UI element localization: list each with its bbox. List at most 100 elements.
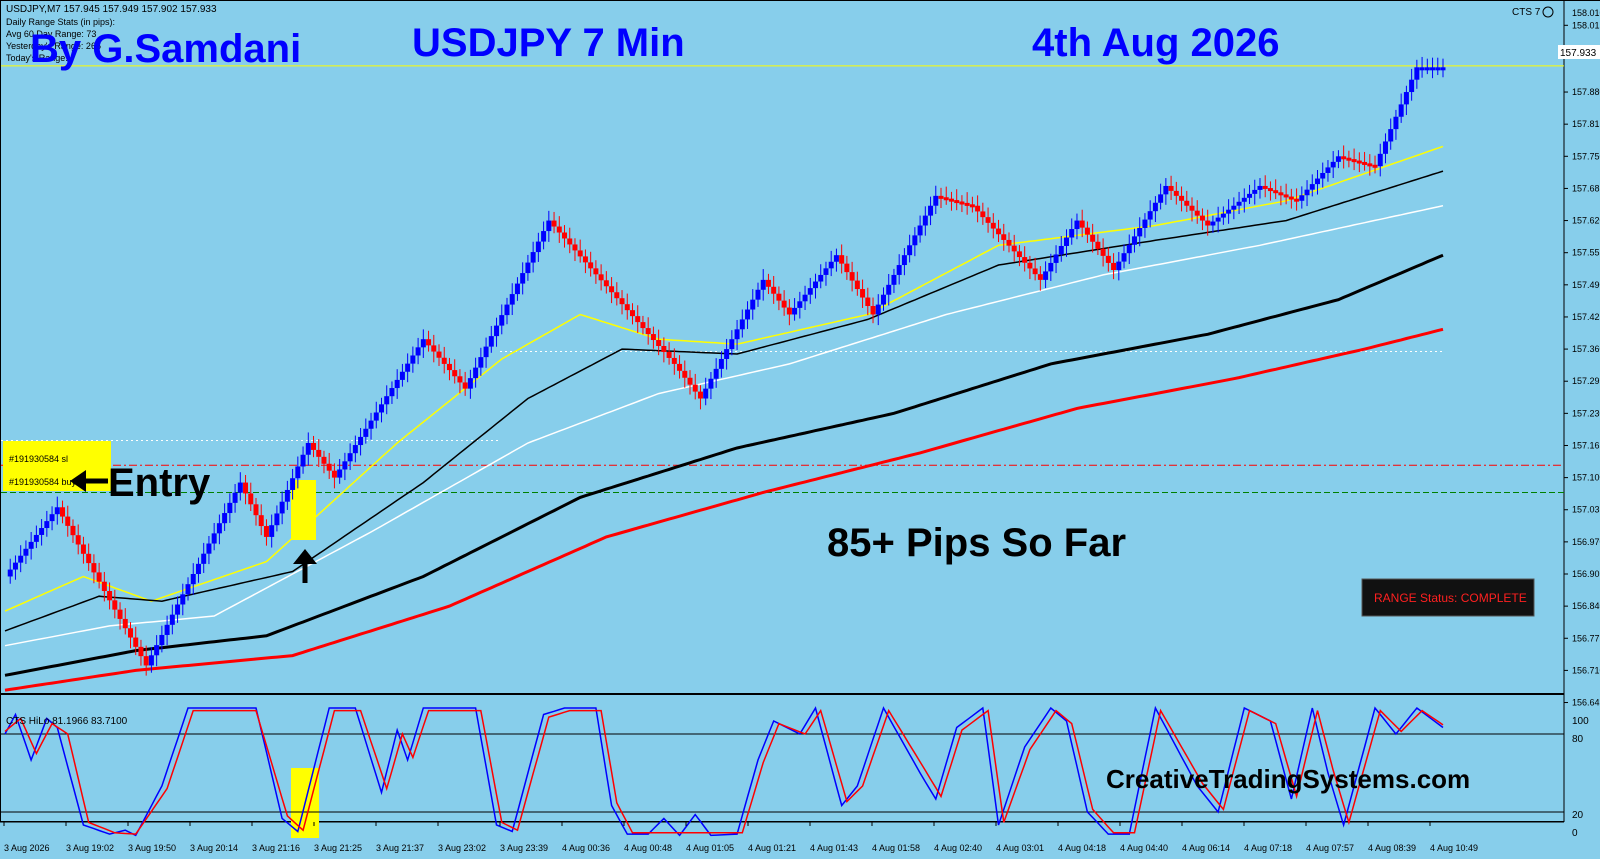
candle-body <box>1278 192 1284 196</box>
candle-body <box>206 543 212 554</box>
candle-body <box>1236 201 1242 206</box>
candle-body <box>807 288 813 295</box>
y-tick-label: 156.775 <box>1572 633 1600 643</box>
candle-body <box>1424 67 1430 71</box>
candle-body <box>65 516 71 526</box>
candle-body <box>609 286 615 293</box>
current-price-tag <box>1558 45 1600 59</box>
candle-body <box>1393 116 1399 130</box>
candle-body <box>457 376 463 383</box>
candle-body <box>1179 195 1185 201</box>
candle-body <box>133 637 139 647</box>
candle-body <box>1262 185 1268 189</box>
candle-body <box>1184 200 1190 206</box>
candle-body <box>666 351 672 358</box>
candle-body <box>373 412 379 421</box>
candle-body <box>138 646 144 657</box>
candle-body <box>1074 220 1080 230</box>
candle-body <box>394 379 400 389</box>
candle-body <box>1294 198 1300 202</box>
candle-body <box>1388 129 1394 142</box>
candle-body <box>127 628 133 638</box>
candle-body <box>1126 244 1132 254</box>
candle-body <box>891 274 897 285</box>
candle-body <box>1173 190 1179 196</box>
candle-body <box>290 478 296 490</box>
candle-body <box>1288 196 1294 200</box>
candle-body <box>745 309 751 320</box>
candle-body <box>175 604 181 615</box>
candle-body <box>316 449 322 457</box>
candle-body <box>284 489 290 502</box>
candle-body <box>1241 197 1247 202</box>
candle-body <box>86 553 92 564</box>
candle-body <box>677 363 683 371</box>
candle-body <box>60 507 66 517</box>
candle-body <box>833 255 839 262</box>
candle-body <box>577 250 583 257</box>
candle-body <box>420 339 426 348</box>
candle-body <box>886 284 892 295</box>
candle-body <box>1142 219 1148 228</box>
x-tick-label: 4 Aug 08:39 <box>1368 843 1416 853</box>
candle-body <box>1163 185 1169 195</box>
candle-body <box>321 456 327 464</box>
candle-body <box>358 436 364 446</box>
candle-body <box>703 388 709 399</box>
candle-body <box>671 357 677 364</box>
candle-body <box>441 357 447 364</box>
candle-body <box>1372 164 1378 168</box>
candle-body <box>494 325 500 337</box>
candle-body <box>1362 161 1368 165</box>
x-tick-label: 4 Aug 04:40 <box>1120 843 1168 853</box>
x-tick-label: 4 Aug 07:57 <box>1306 843 1354 853</box>
candle-body <box>750 299 756 310</box>
candle-body <box>248 493 254 505</box>
candle-body <box>870 306 876 315</box>
candle-body <box>520 273 526 284</box>
candle-body <box>1137 227 1143 237</box>
osc-tick-label: 80 <box>1572 734 1584 745</box>
candle-body <box>195 563 201 575</box>
candle-body <box>823 268 829 275</box>
y-tick-label: 156.905 <box>1572 569 1600 579</box>
candle-body <box>1335 156 1341 162</box>
candle-body <box>802 294 808 302</box>
candle-body <box>75 535 81 545</box>
x-tick-label: 4 Aug 01:43 <box>810 843 858 853</box>
left-arrow-icon <box>70 470 108 492</box>
candle-body <box>49 514 55 522</box>
candle-body <box>70 525 76 536</box>
stats-line: Yesterday's Range: 266 <box>6 41 101 51</box>
candle-body <box>692 384 698 392</box>
x-tick-label: 4 Aug 06:14 <box>1182 843 1230 853</box>
entry-candle-highlight <box>291 480 316 540</box>
y-tick-label: 157.490 <box>1572 280 1600 290</box>
candle-body <box>342 461 348 470</box>
candle-body <box>1367 163 1373 167</box>
candle-body <box>661 345 667 352</box>
candle-body <box>1325 167 1331 173</box>
candle-body <box>263 526 269 537</box>
candle-body <box>729 339 735 350</box>
time-axis <box>0 822 1600 859</box>
candle-body <box>1304 189 1310 196</box>
osc-tick-label: 0 <box>1572 828 1578 839</box>
candle-body <box>865 297 871 307</box>
candle-body <box>96 572 102 582</box>
date-label: 4th Aug 2026 <box>1032 21 1279 65</box>
candle-body <box>912 235 918 246</box>
candle-body <box>1158 194 1164 203</box>
candle-body <box>227 502 233 514</box>
candle-body <box>530 252 536 263</box>
candle-body <box>818 274 824 282</box>
candle-body <box>718 358 724 369</box>
candle-body <box>405 363 411 372</box>
x-tick-label: 3 Aug 2026 <box>4 843 50 853</box>
candle-body <box>410 355 416 364</box>
candle-body <box>765 279 771 287</box>
candle-body <box>786 307 792 315</box>
candle-body <box>504 304 510 316</box>
candle-body <box>776 293 782 301</box>
candle-body <box>201 553 207 564</box>
